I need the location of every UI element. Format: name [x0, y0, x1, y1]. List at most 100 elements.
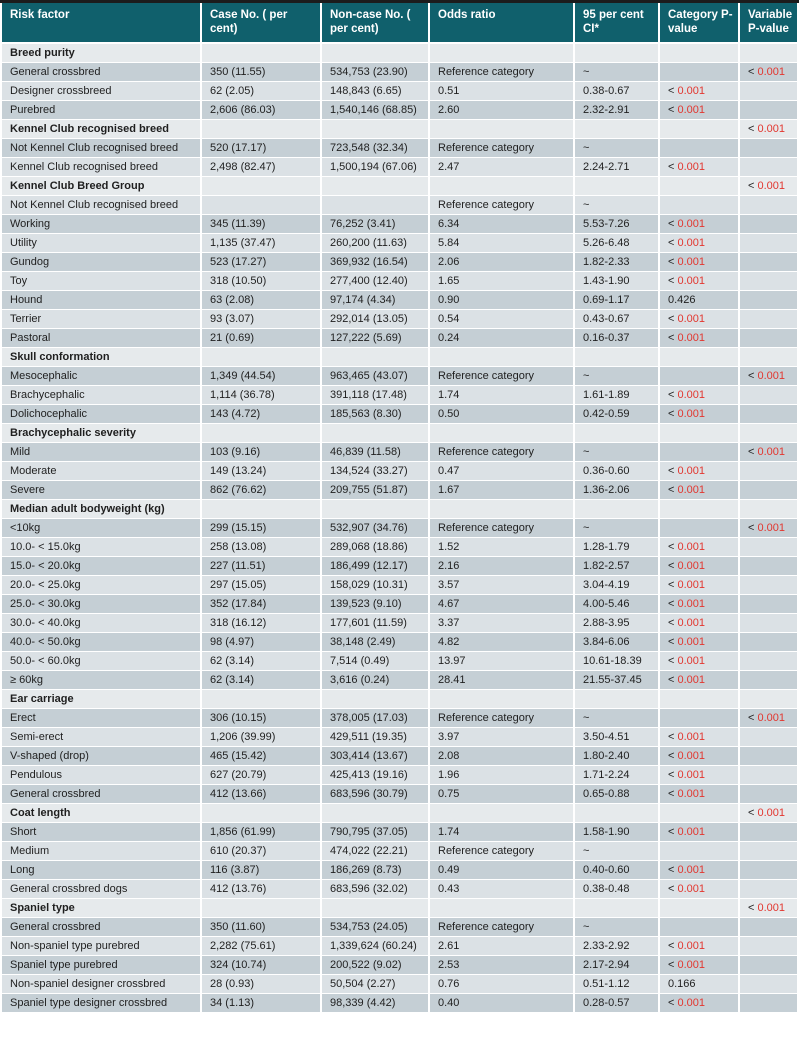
less-than-sign: <: [668, 331, 678, 344]
category-p-value-cell: < 0.001: [658, 879, 740, 899]
ci-cell: 2.24-2.71: [573, 157, 660, 177]
variable-p-value-cell: [738, 613, 799, 633]
non-case-no-cell: 474,022 (22.21): [320, 841, 430, 861]
significant-p-value: 0.001: [677, 388, 706, 401]
less-than-sign: <: [748, 179, 758, 192]
category-p-value-cell: [658, 195, 740, 215]
risk-factor-cell: Toy: [0, 271, 202, 291]
odds-ratio-cell: 0.76: [428, 974, 575, 994]
case-no-cell: 520 (17.17): [200, 138, 322, 158]
category-p-value-cell: < 0.001: [658, 233, 740, 253]
table-row: Spaniel type designer crossbred 34 (1.13)…: [0, 993, 799, 1013]
case-no-cell: [200, 423, 322, 443]
table-row: Not Kennel Club recognised breed 520 (17.…: [0, 138, 799, 158]
risk-factor-cell: Designer crossbreed: [0, 81, 202, 101]
ci-cell: 2.33-2.92: [573, 936, 660, 956]
ci-cell: 0.38-0.48: [573, 879, 660, 899]
less-than-sign: <: [668, 787, 678, 800]
section-row: Median adult bodyweight (kg): [0, 499, 799, 519]
category-p-value-cell: 0.426: [658, 290, 740, 310]
category-p-value-cell: 0.166: [658, 974, 740, 994]
case-no-cell: 412 (13.66): [200, 784, 322, 804]
case-no-cell: 93 (3.07): [200, 309, 322, 329]
table-row: Terrier 93 (3.07) 292,014 (13.05) 0.54 0.43-…: [0, 309, 799, 329]
non-case-no-cell: 429,511 (19.35): [320, 727, 430, 747]
significant-p-value: 0.001: [677, 236, 706, 249]
non-case-no-cell: 186,499 (12.17): [320, 556, 430, 576]
non-case-no-cell: [320, 195, 430, 215]
category-p-value-cell: [658, 499, 740, 519]
significant-p-value: 0.001: [677, 939, 706, 952]
less-than-sign: <: [668, 407, 678, 420]
case-no-cell: 318 (10.50): [200, 271, 322, 291]
significant-p-value: 0.001: [677, 160, 706, 173]
odds-ratio-cell: 0.47: [428, 461, 575, 481]
variable-p-value-cell: [738, 347, 799, 367]
ci-cell: [573, 499, 660, 519]
less-than-sign: <: [668, 559, 678, 572]
category-p-value-cell: < 0.001: [658, 537, 740, 557]
category-p-value-cell: < 0.001: [658, 936, 740, 956]
risk-factor-cell: Kennel Club Breed Group: [0, 176, 202, 196]
risk-factor-cell: Hound: [0, 290, 202, 310]
variable-p-value-cell: [738, 309, 799, 329]
ci-cell: 1.71-2.24: [573, 765, 660, 785]
ci-cell: ~: [573, 442, 660, 462]
risk-factor-cell: Erect: [0, 708, 202, 728]
significant-p-value: 0.001: [677, 654, 706, 667]
less-than-sign: <: [748, 445, 758, 458]
variable-p-value-cell: [738, 290, 799, 310]
odds-ratio-cell: 3.37: [428, 613, 575, 633]
odds-ratio-cell: 1.52: [428, 537, 575, 557]
odds-ratio-cell: 0.90: [428, 290, 575, 310]
risk-factor-cell: 10.0- < 15.0kg: [0, 537, 202, 557]
significant-p-value: 0.001: [677, 597, 706, 610]
risk-factor-cell: Non-spaniel designer crossbred: [0, 974, 202, 994]
odds-ratio-cell: Reference category: [428, 518, 575, 538]
ci-cell: ~: [573, 62, 660, 82]
variable-p-value-cell: [738, 537, 799, 557]
category-p-value-cell: < 0.001: [658, 556, 740, 576]
case-no-cell: 465 (15.42): [200, 746, 322, 766]
case-no-cell: 34 (1.13): [200, 993, 322, 1013]
less-than-sign: <: [668, 84, 678, 97]
ci-cell: [573, 176, 660, 196]
odds-ratio-cell: [428, 176, 575, 196]
variable-p-value-cell: [738, 993, 799, 1013]
table-row: <10kg 299 (15.15) 532,907 (34.76) Reference…: [0, 518, 799, 538]
non-case-no-cell: [320, 803, 430, 823]
risk-factor-cell: Long: [0, 860, 202, 880]
table-header: Risk factor Case No. ( per cent) Non-cas…: [0, 1, 799, 44]
risk-factor-cell: Kennel Club recognised breed: [0, 119, 202, 139]
significant-p-value: 0.001: [677, 559, 706, 572]
table-row: Semi-erect 1,206 (39.99) 429,511 (19.35) 3.…: [0, 727, 799, 747]
less-than-sign: <: [668, 749, 678, 762]
ci-cell: 3.84-6.06: [573, 632, 660, 652]
case-no-cell: 2,498 (82.47): [200, 157, 322, 177]
table-row: Hound 63 (2.08) 97,174 (4.34) 0.90 0.69-1.17…: [0, 290, 799, 310]
risk-factor-cell: Spaniel type purebred: [0, 955, 202, 975]
variable-p-value-cell: [738, 461, 799, 481]
odds-ratio-cell: 2.61: [428, 936, 575, 956]
risk-factor-cell: Coat length: [0, 803, 202, 823]
variable-p-value-cell: [738, 499, 799, 519]
risk-factor-cell: General crossbred dogs: [0, 879, 202, 899]
ci-cell: 1.61-1.89: [573, 385, 660, 405]
ci-cell: ~: [573, 841, 660, 861]
table-row: 25.0- < 30.0kg 352 (17.84) 139,523 (9.10) 4…: [0, 594, 799, 614]
non-case-no-cell: 134,524 (33.27): [320, 461, 430, 481]
table-row: Gundog 523 (17.27) 369,932 (16.54) 2.06 1.82…: [0, 252, 799, 272]
category-p-value-cell: < 0.001: [658, 613, 740, 633]
ci-cell: ~: [573, 917, 660, 937]
non-case-no-cell: [320, 119, 430, 139]
significant-p-value: 0.001: [677, 673, 706, 686]
table-row: Spaniel type purebred 324 (10.74) 200,522 …: [0, 955, 799, 975]
variable-p-value-cell: [738, 81, 799, 101]
category-p-value-cell: < 0.001: [658, 404, 740, 424]
significant-p-value: 0.001: [677, 217, 706, 230]
risk-factor-cell: 50.0- < 60.0kg: [0, 651, 202, 671]
ci-cell: ~: [573, 195, 660, 215]
non-case-no-cell: 7,514 (0.49): [320, 651, 430, 671]
non-case-no-cell: 723,548 (32.34): [320, 138, 430, 158]
category-p-value-cell: < 0.001: [658, 651, 740, 671]
